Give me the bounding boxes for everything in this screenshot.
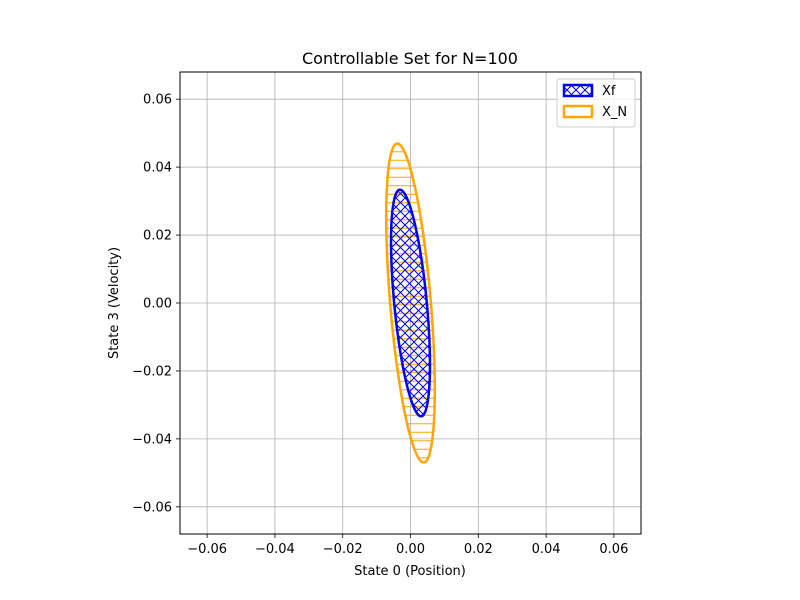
- xf-hatch: [391, 189, 430, 417]
- legend-swatch-xn: [562, 104, 594, 119]
- y-tick-label: −0.02: [132, 364, 172, 379]
- y-tick-label: 0.06: [143, 93, 172, 108]
- y-tick-label: 0.04: [143, 161, 172, 176]
- x-axis-label: State 0 (Position): [354, 564, 466, 579]
- legend-label-xf: Xf: [602, 84, 616, 99]
- x-axis: −0.06 −0.04 −0.02 0.00 0.02 0.04 0.06: [187, 534, 628, 557]
- x-tick-label: −0.06: [187, 542, 227, 557]
- xn-ellipse: [384, 142, 437, 464]
- x-tick-label: 0.06: [599, 542, 628, 557]
- x-tick-label: −0.02: [323, 542, 363, 557]
- y-axis-label: State 3 (Velocity): [107, 247, 122, 359]
- x-tick-label: 0.00: [396, 542, 425, 557]
- x-tick-label: 0.04: [532, 542, 561, 557]
- legend-swatch-xf: [562, 83, 594, 98]
- y-axis: −0.06 −0.04 −0.02 0.00 0.02 0.04 0.06: [132, 93, 180, 515]
- y-tick-label: 0.00: [143, 297, 172, 312]
- x-tick-label: 0.02: [464, 542, 493, 557]
- x-tick-label: −0.04: [255, 542, 295, 557]
- y-tick-label: −0.06: [132, 500, 172, 515]
- chart-title: Controllable Set for N=100: [302, 49, 518, 68]
- y-tick-label: −0.04: [132, 432, 172, 447]
- legend: Xf X_N: [556, 78, 636, 128]
- y-tick-label: 0.02: [143, 229, 172, 244]
- legend-label-xn: X_N: [602, 105, 627, 120]
- xf-ellipse: [389, 188, 432, 418]
